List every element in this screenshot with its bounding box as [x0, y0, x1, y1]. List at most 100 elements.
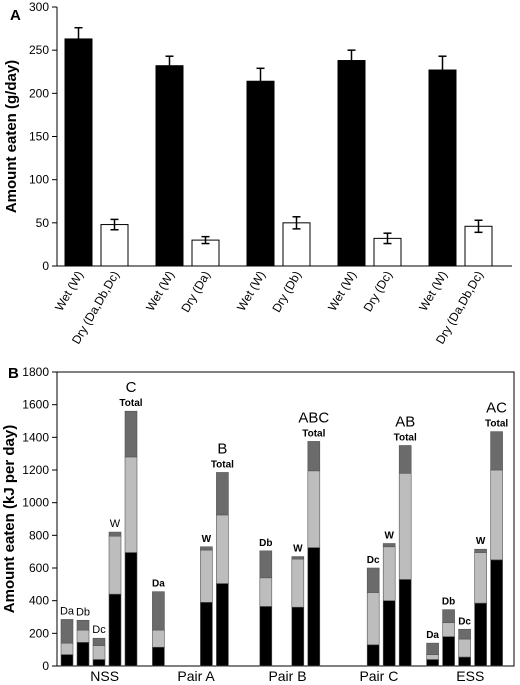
significance-letter: ABC	[298, 409, 329, 426]
panel-b-chart: 0 200 400 600 800 1000 1200 1400 1600 1800 Amount …	[1, 365, 515, 684]
y-tick-label: 250	[29, 43, 49, 57]
bar-label: Dc	[458, 616, 471, 627]
stack-segment	[291, 606, 305, 667]
stack-segment	[474, 548, 487, 553]
bar	[64, 38, 93, 267]
x-group-label: Pair C	[359, 668, 398, 684]
stack-segment	[442, 636, 455, 667]
y-tick-label: 200	[29, 626, 49, 640]
stack-segment	[458, 656, 471, 667]
bar-label: W	[110, 518, 121, 530]
y-tick-label: 300	[29, 0, 49, 14]
panel-letter-a: A	[10, 7, 21, 24]
stack-segment	[490, 559, 503, 667]
stack-segment	[291, 556, 305, 560]
stack-segment	[474, 552, 487, 604]
stack-segment	[490, 431, 503, 471]
stack-segment	[152, 629, 165, 648]
stack-segment	[382, 543, 396, 548]
y-tick-label: 600	[29, 561, 49, 575]
x-category-label: Dry (Da)	[178, 268, 213, 314]
stack-segment	[398, 472, 412, 580]
stack-segment	[216, 472, 229, 516]
stack-segment	[76, 642, 90, 667]
bar-label: Total	[119, 398, 142, 409]
bar-label: Total	[211, 459, 234, 470]
stack-segment	[426, 654, 439, 660]
stack-segment	[307, 547, 321, 667]
bar-label: Db	[76, 606, 90, 618]
bar-label: Dc	[92, 624, 106, 636]
stack-segment	[474, 602, 487, 667]
stack-segment	[124, 552, 138, 667]
stack-segment	[426, 642, 439, 655]
bar	[337, 60, 366, 267]
stack-segment	[398, 579, 412, 667]
stack-segment	[426, 659, 439, 667]
panel-letter-b: B	[8, 365, 19, 382]
x-group-label: Pair B	[268, 668, 306, 684]
stack-segment	[108, 531, 122, 537]
y-axis-label: Amount eaten (g/day)	[3, 60, 20, 213]
y-tick-label: 1000	[22, 496, 49, 510]
stack-segment	[398, 445, 412, 474]
y-tick-label: 100	[29, 173, 49, 187]
stack-segment	[60, 619, 74, 644]
stack-segment	[60, 654, 74, 667]
stack-segment	[92, 645, 106, 660]
x-group-label: ESS	[456, 668, 484, 684]
stack-segment	[216, 514, 229, 584]
y-tick-label: 1200	[22, 463, 49, 477]
bar-label: Total	[485, 419, 508, 430]
x-category-label: Wet (W)	[325, 269, 359, 314]
bar	[100, 224, 129, 267]
stack-segment	[76, 629, 90, 643]
stack-segment	[108, 535, 122, 595]
stack-segment	[92, 659, 106, 667]
bar-label: W	[202, 534, 212, 545]
stack-segment	[124, 456, 138, 553]
y-tick-label: 0	[42, 659, 49, 673]
stack-segment	[366, 567, 380, 593]
stack-segment	[307, 470, 321, 548]
x-category-label: Wet (W)	[52, 269, 86, 314]
stack-segment	[152, 591, 165, 631]
x-category-label: Dry (Dc)	[361, 268, 395, 314]
significance-letter: AB	[395, 414, 415, 431]
bar-label: Da	[60, 605, 75, 617]
y-tick-label: 0	[42, 259, 49, 273]
stack-segment	[200, 546, 213, 551]
stack-segment	[60, 642, 74, 655]
stack-segment	[216, 583, 229, 667]
stack-segment	[259, 577, 273, 607]
bar	[282, 222, 311, 267]
bar-label: Dc	[367, 555, 380, 566]
bar	[428, 69, 457, 267]
plot-frame	[56, 371, 515, 667]
stack-segment	[200, 601, 213, 667]
bar	[246, 80, 275, 267]
stack-segment	[259, 550, 273, 579]
stack-segment	[124, 410, 138, 458]
significance-letter: B	[217, 440, 227, 457]
stack-segment	[92, 637, 106, 646]
stack-segment	[442, 609, 455, 624]
bar	[155, 65, 184, 267]
bar-label: Db	[442, 597, 455, 608]
stack-segment	[458, 638, 471, 658]
x-category-label: Wet (W)	[234, 269, 268, 314]
bar-label: W	[384, 531, 394, 542]
stack-segment	[382, 546, 396, 601]
y-axis-label: Amount eaten (kJ per day)	[1, 425, 18, 613]
x-group-label: NSS	[90, 668, 119, 684]
stack-segment	[259, 606, 273, 667]
y-tick-label: 50	[36, 216, 50, 230]
y-tick-label: 800	[29, 528, 49, 542]
y-tick-label: 1800	[22, 365, 49, 379]
bar-label: Db	[259, 538, 272, 549]
stack-segment	[458, 628, 471, 640]
bar-label: Total	[302, 428, 325, 439]
stack-segment	[108, 593, 122, 667]
bar-label: W	[293, 544, 303, 555]
stack-segment	[152, 646, 165, 667]
